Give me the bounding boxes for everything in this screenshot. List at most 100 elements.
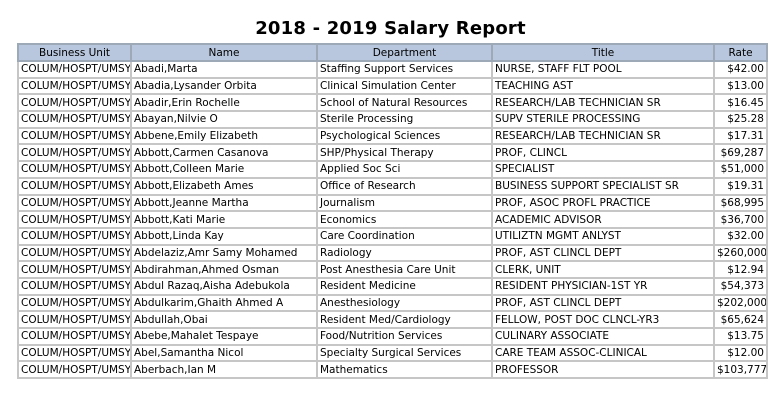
rate-cell: $69,287 [713,143,768,163]
business-unit-cell: COLUM/HOSPT/UMSYS [17,260,132,279]
name-cell: Abbott,Colleen Marie [130,160,318,179]
title-cell: CLERK, UNIT [491,260,715,279]
salary-table: Business Unit Name Department Title Rate… [17,43,768,380]
name-cell: Abel,Samantha Nicol [130,343,318,363]
title-cell: UTILIZTN MGMT ANLYST [491,226,715,246]
rate-cell: $17.31 [713,126,768,146]
table-row: COLUM/HOSPT/UMSYS Abebe,Mahalet Tespaye Fo… [17,327,768,346]
table-row: COLUM/HOSPT/UMSYS Abbott,Linda Kay Care Co… [17,226,768,246]
table-row: COLUM/HOSPT/UMSYS Aberbach,Ian M Mathemati… [17,360,768,380]
department-cell: Sterile Processing [316,110,493,129]
title-cell: PROF, CLINCL [491,143,715,163]
department-cell: Applied Soc Sci [316,160,493,179]
title-cell: BUSINESS SUPPORT SPECIALIST SR [491,176,715,196]
name-cell: Abdulkarim,Ghaith Ahmed A [130,293,318,313]
department-cell: Care Coordination [316,226,493,246]
table-row: COLUM/HOSPT/UMSYS Abbene,Emily Elizabeth P… [17,126,768,146]
name-cell: Abadi,Marta [130,60,318,79]
column-header-business-unit: Business Unit [17,43,132,62]
rate-cell: $51,000 [713,160,768,179]
table-row: COLUM/HOSPT/UMSYS Abadir,Erin Rochelle Sch… [17,93,768,113]
table-row: COLUM/HOSPT/UMSYS Abdul Razaq,Aisha Adebu… [17,276,768,296]
name-cell: Abbott,Linda Kay [130,226,318,246]
table-row: COLUM/HOSPT/UMSYS Abdullah,Obai Resident M… [17,310,768,329]
business-unit-cell: COLUM/HOSPT/UMSYS [17,193,132,213]
title-cell: ACADEMIC ADVISOR [491,210,715,229]
title-cell: PROF, AST CLINCL DEPT [491,293,715,313]
rate-cell: $65,624 [713,310,768,329]
name-cell: Abayan,Nilvie O [130,110,318,129]
business-unit-cell: COLUM/HOSPT/UMSYS [17,310,132,329]
name-cell: Abdullah,Obai [130,310,318,329]
business-unit-cell: COLUM/HOSPT/UMSYS [17,276,132,296]
business-unit-cell: COLUM/HOSPT/UMSYS [17,60,132,79]
department-cell: Resident Medicine [316,276,493,296]
title-cell: SUPV STERILE PROCESSING [491,110,715,129]
rate-cell: $68,995 [713,193,768,213]
table-row: COLUM/HOSPT/UMSYS Abayan,Nilvie O Sterile … [17,110,768,129]
report-title: 2018 - 2019 Salary Report [255,18,526,39]
business-unit-cell: COLUM/HOSPT/UMSYS [17,160,132,179]
title-cell: PROF, AST CLINCL DEPT [491,243,715,263]
rate-cell: $202,000 [713,293,768,313]
rate-cell: $36,700 [713,210,768,229]
department-cell: Post Anesthesia Care Unit [316,260,493,279]
department-cell: Resident Med/Cardiology [316,310,493,329]
rate-cell: $260,000 [713,243,768,263]
business-unit-cell: COLUM/HOSPT/UMSYS [17,176,132,196]
name-cell: Abbott,Carmen Casanova [130,143,318,163]
table-row: COLUM/HOSPT/UMSYS Abbott,Colleen Marie App… [17,160,768,179]
rate-cell: $16.45 [713,93,768,113]
business-unit-cell: COLUM/HOSPT/UMSYS [17,110,132,129]
business-unit-cell: COLUM/HOSPT/UMSYS [17,93,132,113]
business-unit-cell: COLUM/HOSPT/UMSYS [17,327,132,346]
table-row: COLUM/HOSPT/UMSYS Abbott,Jeanne Martha Jou… [17,193,768,213]
department-cell: Journalism [316,193,493,213]
table-row: COLUM/HOSPT/UMSYS Abdirahman,Ahmed Osman P… [17,260,768,279]
rate-cell: $19.31 [713,176,768,196]
name-cell: Abbott,Elizabeth Ames [130,176,318,196]
rate-cell: $13.00 [713,76,768,96]
business-unit-cell: COLUM/HOSPT/UMSYS [17,76,132,96]
department-cell: Psychological Sciences [316,126,493,146]
name-cell: Abbott,Kati Marie [130,210,318,229]
department-cell: Anesthesiology [316,293,493,313]
department-cell: Office of Research [316,176,493,196]
rate-cell: $25.28 [713,110,768,129]
rate-cell: $54,373 [713,276,768,296]
department-cell: Mathematics [316,360,493,380]
rate-cell: $42.00 [713,60,768,79]
title-cell: TEACHING AST [491,76,715,96]
rate-cell: $12.00 [713,343,768,363]
department-cell: Food/Nutrition Services [316,327,493,346]
business-unit-cell: COLUM/HOSPT/UMSYS [17,226,132,246]
title-cell: PROF, ASOC PROFL PRACTICE [491,193,715,213]
business-unit-cell: COLUM/HOSPT/UMSYS [17,293,132,313]
table-row: COLUM/HOSPT/UMSYS Abadi,Marta Staffing Sup… [17,60,768,79]
name-cell: Abadir,Erin Rochelle [130,93,318,113]
department-cell: Radiology [316,243,493,263]
title-cell: SPECIALIST [491,160,715,179]
name-cell: Abdelaziz,Amr Samy Mohamed [130,243,318,263]
table-row: COLUM/HOSPT/UMSYS Abdelaziz,Amr Samy Moha… [17,243,768,263]
name-cell: Abebe,Mahalet Tespaye [130,327,318,346]
business-unit-cell: COLUM/HOSPT/UMSYS [17,243,132,263]
department-cell: Specialty Surgical Services [316,343,493,363]
title-cell: CULINARY ASSOCIATE [491,327,715,346]
name-cell: Abdirahman,Ahmed Osman [130,260,318,279]
department-cell: School of Natural Resources [316,93,493,113]
department-cell: Economics [316,210,493,229]
rate-cell: $12.94 [713,260,768,279]
table-row: COLUM/HOSPT/UMSYS Abadia,Lysander Orbita C… [17,76,768,96]
department-cell: Clinical Simulation Center [316,76,493,96]
title-cell: RESEARCH/LAB TECHNICIAN SR [491,126,715,146]
column-header-title: Title [491,43,715,62]
header-row: Business Unit Name Department Title Rate [17,43,768,62]
column-header-rate: Rate [713,43,768,62]
table-row: COLUM/HOSPT/UMSYS Abbott,Elizabeth Ames Of… [17,176,768,196]
rate-cell: $32.00 [713,226,768,246]
title-cell: RESEARCH/LAB TECHNICIAN SR [491,93,715,113]
title-cell: FELLOW, POST DOC CLNCL-YR3 [491,310,715,329]
name-cell: Aberbach,Ian M [130,360,318,380]
department-cell: Staffing Support Services [316,60,493,79]
